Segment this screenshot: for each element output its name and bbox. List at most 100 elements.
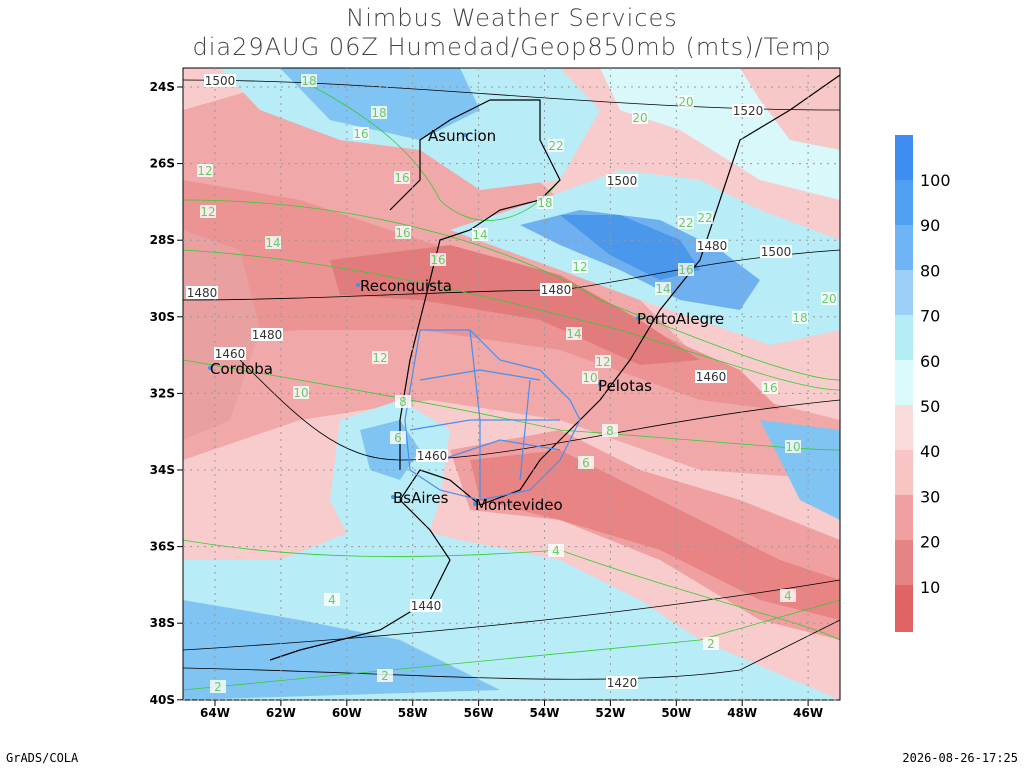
label-bg bbox=[695, 370, 727, 383]
temp-contour-label: 2 bbox=[214, 680, 222, 694]
colorbar-label: 40 bbox=[920, 442, 940, 461]
lon-tick-label: 62W bbox=[266, 706, 296, 720]
temp-contour-label: 8 bbox=[399, 395, 407, 409]
lon-tick-label: 56W bbox=[464, 706, 494, 720]
label-bg bbox=[390, 431, 406, 444]
temp-contour-label: 20 bbox=[632, 111, 647, 125]
label-bg bbox=[472, 228, 488, 241]
temp-contour-label: 12 bbox=[595, 355, 610, 369]
lat-tick-label: 32S bbox=[150, 386, 175, 400]
temp-contour-label: 18 bbox=[537, 196, 552, 210]
temp-contour-label: 6 bbox=[582, 456, 590, 470]
city-label: Pelotas bbox=[598, 377, 652, 395]
temp-contour-label: 14 bbox=[472, 228, 487, 242]
label-bg bbox=[265, 236, 281, 249]
label-bg bbox=[410, 599, 442, 612]
label-bg bbox=[785, 440, 801, 453]
height-contour-label: 1420 bbox=[607, 676, 638, 690]
label-bg bbox=[792, 311, 808, 324]
temp-contour-label: 2 bbox=[707, 637, 715, 651]
temp-contour-label: 4 bbox=[784, 589, 792, 603]
label-bg bbox=[186, 286, 218, 299]
label-bg bbox=[372, 351, 388, 364]
city-marker bbox=[463, 133, 467, 137]
height-contour-label: 1460 bbox=[417, 449, 448, 463]
colorbar bbox=[895, 135, 913, 632]
temp-contour-label: 16 bbox=[762, 381, 777, 395]
temp-contour-label: 18 bbox=[301, 74, 316, 88]
height-contour-label: 1520 bbox=[733, 104, 764, 118]
temp-contour-label: 16 bbox=[430, 253, 445, 267]
height-contour-label: 1500 bbox=[205, 74, 236, 88]
label-bg bbox=[632, 111, 648, 124]
height-contour-label: 1480 bbox=[541, 283, 572, 297]
city-label: PortoAlegre bbox=[637, 310, 724, 328]
lat-tick-label: 28S bbox=[150, 233, 175, 247]
city-label: Cordoba bbox=[210, 360, 273, 378]
temp-contour-label: 16 bbox=[395, 226, 410, 240]
temp-contour-label: 16 bbox=[394, 171, 409, 185]
map-labels: Asuncion Reconquista PortoAlegre Cordoba Pel… bbox=[186, 74, 837, 694]
temp-contour-label: 14 bbox=[655, 282, 670, 296]
temp-contour-label: 12 bbox=[372, 351, 387, 365]
city-marker bbox=[473, 502, 477, 506]
label-bg bbox=[371, 106, 387, 119]
lon-tick-label: 54W bbox=[530, 706, 560, 720]
temp-contour-label: 2 bbox=[381, 669, 389, 683]
temp-contour-label: 4 bbox=[328, 593, 336, 607]
colorbar-label: 90 bbox=[920, 216, 940, 235]
label-bg bbox=[324, 593, 340, 606]
temp-contour-label: 12 bbox=[197, 164, 212, 178]
map-frame bbox=[182, 67, 841, 701]
label-bg bbox=[780, 589, 796, 602]
label-bg bbox=[548, 139, 564, 152]
colorbar-label: 10 bbox=[920, 578, 940, 597]
temp-contour-label: 10 bbox=[293, 386, 308, 400]
colorbar-label: 100 bbox=[920, 171, 951, 190]
label-bg bbox=[251, 328, 283, 341]
label-bg bbox=[595, 355, 611, 368]
height-contour-label: 1480 bbox=[697, 239, 728, 253]
temp-contour-label: 22 bbox=[548, 139, 563, 153]
temp-contour-label: 14 bbox=[566, 327, 581, 341]
label-bg bbox=[696, 239, 728, 252]
label-bg bbox=[760, 245, 792, 258]
height-contour-label: 1460 bbox=[696, 370, 727, 384]
height-contour-label: 1500 bbox=[761, 245, 792, 259]
label-bg bbox=[540, 283, 572, 296]
city-label: Montevideo bbox=[475, 496, 563, 514]
label-bg bbox=[582, 371, 598, 384]
temp-contour-label: 18 bbox=[371, 106, 386, 120]
lat-tick-label: 26S bbox=[150, 157, 175, 171]
temp-contour-label: 14 bbox=[265, 236, 280, 250]
label-bg bbox=[602, 424, 618, 437]
lat-tick-label: 38S bbox=[150, 616, 175, 630]
label-bg bbox=[200, 205, 216, 218]
label-bg bbox=[430, 253, 446, 266]
temp-contour-label: 10 bbox=[785, 440, 800, 454]
footer-right: 2026-08-26-17:25 bbox=[902, 751, 1018, 765]
lon-tick-label: 46W bbox=[793, 706, 823, 720]
label-bg bbox=[301, 74, 317, 87]
colorbar-label: 20 bbox=[920, 533, 940, 552]
lat-tick-label: 30S bbox=[150, 310, 175, 324]
lon-tick-label: 60W bbox=[332, 706, 362, 720]
height-contour-label: 1440 bbox=[411, 599, 442, 613]
temp-contour-label: 22 bbox=[697, 211, 712, 225]
label-bg bbox=[566, 327, 582, 340]
colorbar-labels: 100 90 80 70 60 50 40 30 20 10 bbox=[920, 171, 951, 597]
label-bg bbox=[655, 282, 671, 295]
label-bg bbox=[606, 676, 638, 689]
height-contour-label: 1460 bbox=[215, 347, 246, 361]
temp-contour-label: 12 bbox=[572, 260, 587, 274]
colorbar-label: 70 bbox=[920, 307, 940, 326]
label-bg bbox=[732, 104, 764, 117]
label-bg bbox=[210, 680, 226, 693]
label-bg bbox=[214, 347, 246, 360]
lat-tick-label: 40S bbox=[150, 693, 175, 707]
height-contour-label: 1500 bbox=[607, 174, 638, 188]
lon-tick-label: 64W bbox=[200, 706, 230, 720]
footer-left: GrADS/COLA bbox=[6, 751, 79, 765]
lon-tick-label: 48W bbox=[727, 706, 757, 720]
